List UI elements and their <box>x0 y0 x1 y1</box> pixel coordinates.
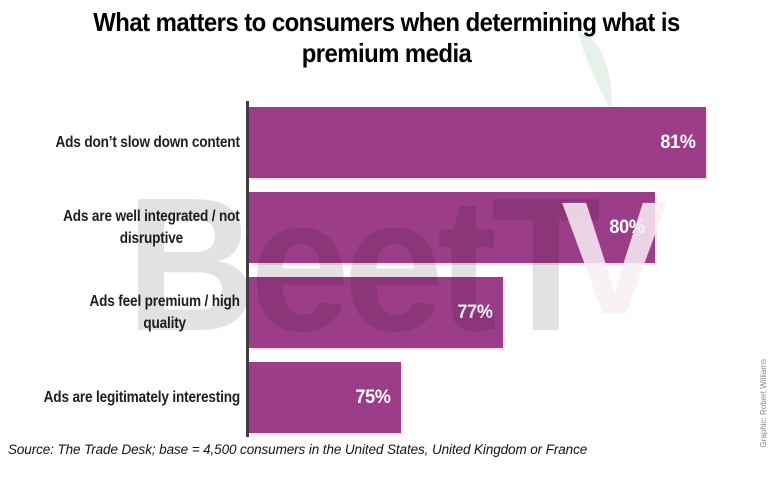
value-label: 80% <box>609 216 646 238</box>
bar-row: Ads feel premium / high quality 77% <box>0 277 773 348</box>
value-label: 75% <box>355 386 392 408</box>
category-label: Ads are well integrated / not disruptive <box>63 208 241 247</box>
value-label: 81% <box>660 131 696 153</box>
bar: 80% <box>249 192 656 263</box>
source-note: Source: The Trade Desk; base = 4,500 con… <box>8 442 588 457</box>
chart-title-line1: What matters to consumers when determini… <box>93 7 680 37</box>
y-axis-line <box>246 101 249 437</box>
bar-row: Ads are legitimately interesting 75% <box>0 362 773 433</box>
chart-title: What matters to consumers when determini… <box>31 7 742 68</box>
leaf-icon <box>578 32 612 110</box>
bar: 81% <box>249 107 707 178</box>
category-label: Ads don’t slow down content <box>55 133 240 151</box>
bar-row: Ads are well integrated / not disruptive 8… <box>0 192 773 263</box>
category-label: Ads feel premium / high quality <box>89 293 240 332</box>
credit-note: Graphic: Robert Williams <box>759 358 768 447</box>
bar-row: Ads don’t slow down content 81% <box>0 107 773 178</box>
chart-title-line2: premium media <box>301 37 472 68</box>
bar: 75% <box>249 362 402 433</box>
category-label: Ads are legitimately interesting <box>43 388 241 406</box>
value-label: 77% <box>457 301 493 323</box>
bar: 77% <box>249 277 503 348</box>
